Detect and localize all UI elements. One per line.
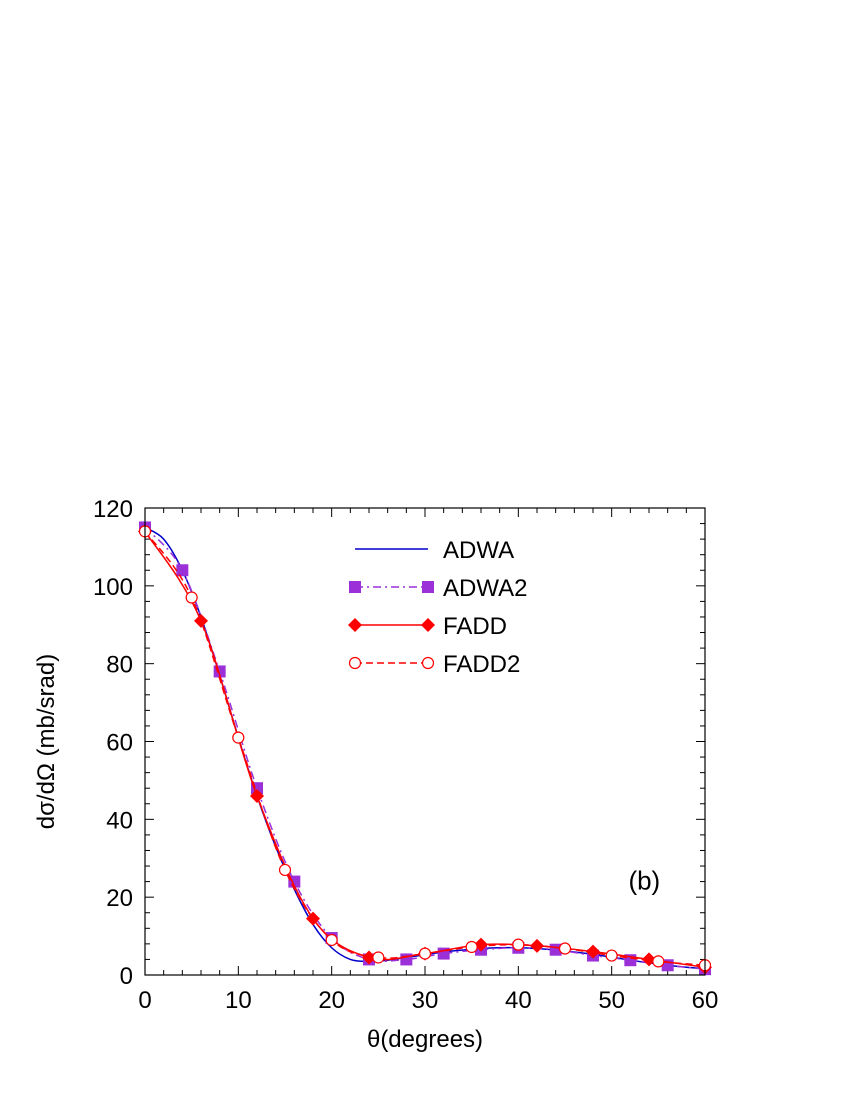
series-line <box>144 530 706 968</box>
data-point <box>418 947 432 960</box>
series-line <box>144 530 706 967</box>
data-point <box>185 591 198 604</box>
plot-frame <box>144 507 706 976</box>
y-axis-label: dσ/dΩ (mb/srad) <box>33 654 60 829</box>
data-point <box>586 944 600 959</box>
data-point <box>652 955 665 968</box>
tick-labels: 0 10 20 30 40 50 60 0 20 40 60 80 100 120 <box>93 496 718 1014</box>
data-point <box>558 942 572 955</box>
legend-marker <box>348 656 362 670</box>
axis-ticks <box>144 507 706 976</box>
data-point <box>400 953 413 966</box>
series-group <box>138 521 712 976</box>
x-tick-label: 60 <box>692 987 719 1014</box>
y-tick-label: 120 <box>93 496 133 523</box>
legend-marker <box>421 656 435 670</box>
data-point <box>465 940 478 954</box>
legend-label: FADD <box>443 613 507 640</box>
x-tick-label: 30 <box>412 987 439 1014</box>
y-tick-label: 80 <box>106 652 133 679</box>
x-tick-label: 40 <box>505 987 532 1014</box>
x-tick-label: 50 <box>598 987 625 1014</box>
data-point <box>325 933 338 947</box>
y-tick-label: 100 <box>93 574 133 601</box>
series-line <box>144 526 706 970</box>
data-point <box>512 938 525 951</box>
data-point <box>605 949 618 962</box>
legend-label: ADWA2 <box>443 575 527 602</box>
y-tick-label: 0 <box>120 963 133 990</box>
legend-label: FADD2 <box>443 651 520 678</box>
series-fadd2 <box>138 525 712 972</box>
y-tick-label: 60 <box>106 730 133 757</box>
legend-marker <box>349 581 361 593</box>
panel-label: (b) <box>628 865 660 895</box>
series-adwa <box>144 526 706 970</box>
legend: ADWA ADWA2 FADD FADD2 <box>348 537 527 678</box>
y-tick-label: 40 <box>106 807 133 834</box>
legend-item: FADD <box>348 613 507 640</box>
y-tick-label: 20 <box>106 885 133 912</box>
legend-item: FADD2 <box>348 651 520 678</box>
data-point <box>372 951 385 964</box>
x-tick-label: 20 <box>318 987 345 1014</box>
legend-item: ADWA2 <box>349 575 527 602</box>
legend-marker <box>421 618 435 632</box>
x-tick-label: 10 <box>225 987 252 1014</box>
legend-marker <box>422 581 434 593</box>
data-point <box>194 613 208 628</box>
x-axis-label: θ(degrees) <box>367 1026 483 1053</box>
legend-item: ADWA <box>355 537 514 564</box>
data-point <box>306 911 320 926</box>
series-line <box>144 526 706 970</box>
data-point <box>176 564 189 577</box>
data-point <box>232 731 245 744</box>
x-tick-label: 0 <box>138 987 151 1014</box>
legend-marker <box>348 618 362 632</box>
data-point <box>362 950 376 965</box>
legend-label: ADWA <box>443 537 514 564</box>
data-point <box>278 863 292 877</box>
